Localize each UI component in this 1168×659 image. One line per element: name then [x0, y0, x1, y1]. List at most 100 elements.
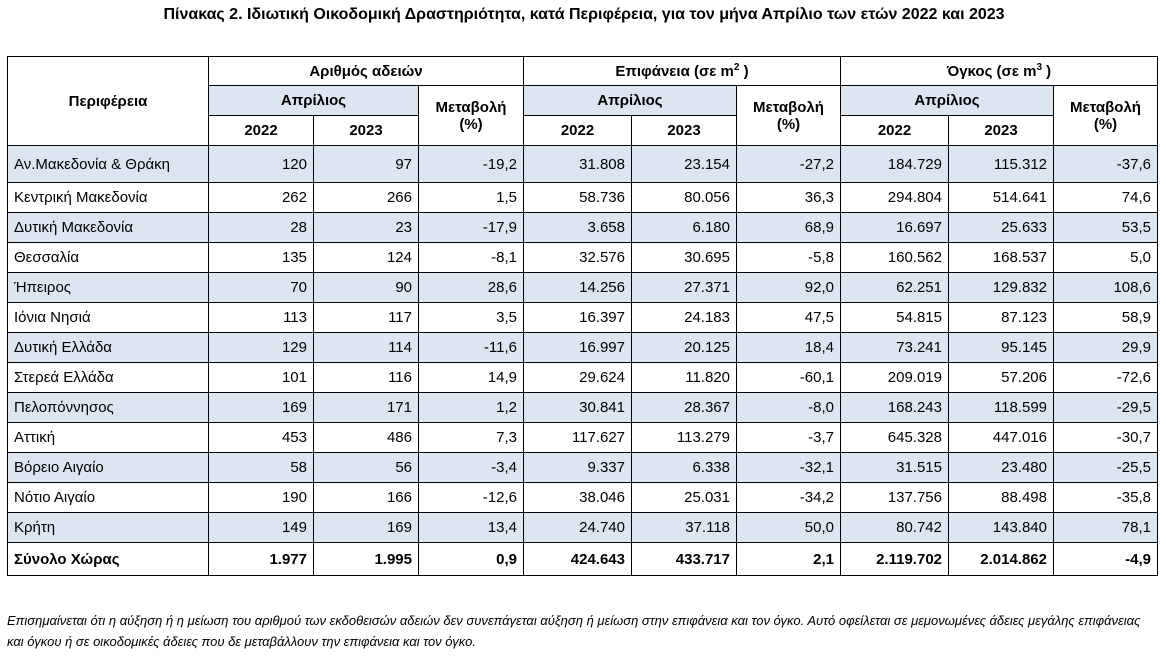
- header-group-permits: Αριθμός αδειών: [208, 56, 524, 86]
- table-title: Πίνακας 2. Ιδιωτική Οικοδομική Δραστηριό…: [163, 6, 1005, 23]
- value-cell-v23: 2.014.862: [948, 542, 1054, 576]
- value-cell-ach: 68,9: [736, 212, 841, 243]
- value-cell-v22: 62.251: [840, 272, 949, 303]
- value-cell-a22: 24.740: [523, 512, 632, 543]
- value-cell-v23: 23.480: [948, 452, 1054, 483]
- header-region: Περιφέρεια: [7, 56, 209, 146]
- value-cell-p23: 23: [313, 212, 419, 243]
- header-row-years: 2022 2023 2022 2023 2022 2023: [8, 115, 1158, 146]
- permits-table: Περιφέρεια Αριθμός αδειών Επιφάνεια (σε …: [7, 56, 1158, 576]
- value-cell-v22: 645.328: [840, 422, 949, 453]
- value-cell-a23: 6.338: [631, 452, 737, 483]
- value-cell-v22: 31.515: [840, 452, 949, 483]
- total-row: Σύνολο Χώρας 1.977 1.995 0,9 424.643 433.717 2…: [7, 542, 1158, 576]
- value-cell-vch: -30,7: [1053, 422, 1158, 453]
- table-row: Νότιο Αιγαίο 190 166 -12,6 38.046 25.031 -34,2…: [7, 482, 1158, 513]
- value-cell-vch: 53,5: [1053, 212, 1158, 243]
- value-cell-ach: -3,7: [736, 422, 841, 453]
- value-cell-pch: -12,6: [418, 482, 524, 513]
- value-cell-p22: 70: [208, 272, 314, 303]
- table-row: Κεντρική Μακεδονία 262 266 1,5 58.736 80.056 3…: [7, 182, 1158, 213]
- region-cell: Ιόνια Νησιά: [7, 302, 209, 333]
- value-cell-pch: 3,5: [418, 302, 524, 333]
- value-cell-p23: 114: [313, 332, 419, 363]
- value-cell-p22: 135: [208, 242, 314, 273]
- value-cell-ach: 36,3: [736, 182, 841, 213]
- value-cell-v23: 25.633: [948, 212, 1054, 243]
- value-cell-pch: 13,4: [418, 512, 524, 543]
- region-cell: Αν.Μακεδονία & Θράκη: [7, 145, 209, 183]
- value-cell-vch: -25,5: [1053, 452, 1158, 483]
- value-cell-pch: 1,5: [418, 182, 524, 213]
- value-cell-a22: 16.397: [523, 302, 632, 333]
- value-cell-p22: 113: [208, 302, 314, 333]
- value-cell-pch: 0,9: [418, 542, 524, 576]
- value-cell-a22: 38.046: [523, 482, 632, 513]
- header-row-months: Απρίλιος Μεταβολή (%) Απρίλιος Μεταβολή (%…: [8, 85, 1158, 146]
- value-cell-v22: 168.243: [840, 392, 949, 423]
- header-year: 2023: [313, 115, 419, 146]
- value-cell-ach: -27,2: [736, 145, 841, 183]
- table-row: Δυτική Ελλάδα 129 114 -11,6 16.997 20.125 18,4…: [7, 332, 1158, 363]
- footnote: Επισημαίνεται ότι η αύξηση ή η μείωση το…: [7, 613, 1141, 649]
- value-cell-p22: 120: [208, 145, 314, 183]
- region-cell: Κρήτη: [7, 512, 209, 543]
- value-cell-p22: 262: [208, 182, 314, 213]
- value-cell-ach: -8,0: [736, 392, 841, 423]
- header-month-permits: Απρίλιος: [208, 85, 419, 116]
- value-cell-p22: 28: [208, 212, 314, 243]
- value-cell-a22: 31.808: [523, 145, 632, 183]
- value-cell-pch: -8,1: [418, 242, 524, 273]
- header-year: 2022: [523, 115, 632, 146]
- value-cell-a22: 29.624: [523, 362, 632, 393]
- value-cell-a23: 113.279: [631, 422, 737, 453]
- header-group-volume: Όγκος (σε m3 ): [840, 56, 1158, 86]
- value-cell-v22: 2.119.702: [840, 542, 949, 576]
- region-cell: Πελοπόννησος: [7, 392, 209, 423]
- table-row: Ήπειρος 70 90 28,6 14.256 27.371 92,0 62.251 129…: [7, 272, 1158, 303]
- table-row: Στερεά Ελλάδα 101 116 14,9 29.624 11.820 -60,1…: [7, 362, 1158, 393]
- value-cell-v22: 54.815: [840, 302, 949, 333]
- value-cell-p23: 171: [313, 392, 419, 423]
- value-cell-p23: 56: [313, 452, 419, 483]
- value-cell-vch: -37,6: [1053, 145, 1158, 183]
- header-row-groups: Περιφέρεια Αριθμός αδειών Επιφάνεια (σε …: [7, 56, 1158, 146]
- value-cell-a22: 117.627: [523, 422, 632, 453]
- value-cell-p22: 149: [208, 512, 314, 543]
- value-cell-a22: 32.576: [523, 242, 632, 273]
- value-cell-p22: 58: [208, 452, 314, 483]
- header-group-area: Επιφάνεια (σε m2 ): [523, 56, 841, 86]
- value-cell-pch: -11,6: [418, 332, 524, 363]
- value-cell-a23: 11.820: [631, 362, 737, 393]
- table-body: Αν.Μακεδονία & Θράκη 120 97 -19,2 31.808 23.1…: [7, 145, 1158, 576]
- value-cell-v22: 137.756: [840, 482, 949, 513]
- value-cell-v22: 294.804: [840, 182, 949, 213]
- table-row: Θεσσαλία 135 124 -8,1 32.576 30.695 -5,8 160.56…: [7, 242, 1158, 273]
- value-cell-vch: -72,6: [1053, 362, 1158, 393]
- value-cell-p23: 116: [313, 362, 419, 393]
- value-cell-vch: 29,9: [1053, 332, 1158, 363]
- value-cell-vch: 5,0: [1053, 242, 1158, 273]
- region-cell: Στερεά Ελλάδα: [7, 362, 209, 393]
- table-row: Ιόνια Νησιά 113 117 3,5 16.397 24.183 47,5 54.8…: [7, 302, 1158, 333]
- value-cell-a22: 9.337: [523, 452, 632, 483]
- region-cell: Δυτική Μακεδονία: [7, 212, 209, 243]
- value-cell-a23: 20.125: [631, 332, 737, 363]
- value-cell-vch: 78,1: [1053, 512, 1158, 543]
- value-cell-a22: 3.658: [523, 212, 632, 243]
- value-cell-v22: 80.742: [840, 512, 949, 543]
- value-cell-p23: 166: [313, 482, 419, 513]
- value-cell-ach: 18,4: [736, 332, 841, 363]
- table-row: Αττική 453 486 7,3 117.627 113.279 -3,7 645.328…: [7, 422, 1158, 453]
- value-cell-pch: 14,9: [418, 362, 524, 393]
- value-cell-v23: 168.537: [948, 242, 1054, 273]
- value-cell-a23: 25.031: [631, 482, 737, 513]
- value-cell-ach: 50,0: [736, 512, 841, 543]
- value-cell-pch: 1,2: [418, 392, 524, 423]
- value-cell-a22: 58.736: [523, 182, 632, 213]
- value-cell-ach: -32,1: [736, 452, 841, 483]
- header-change-permits: Μεταβολή (%): [418, 85, 524, 146]
- value-cell-a22: 16.997: [523, 332, 632, 363]
- value-cell-v23: 129.832: [948, 272, 1054, 303]
- value-cell-v22: 160.562: [840, 242, 949, 273]
